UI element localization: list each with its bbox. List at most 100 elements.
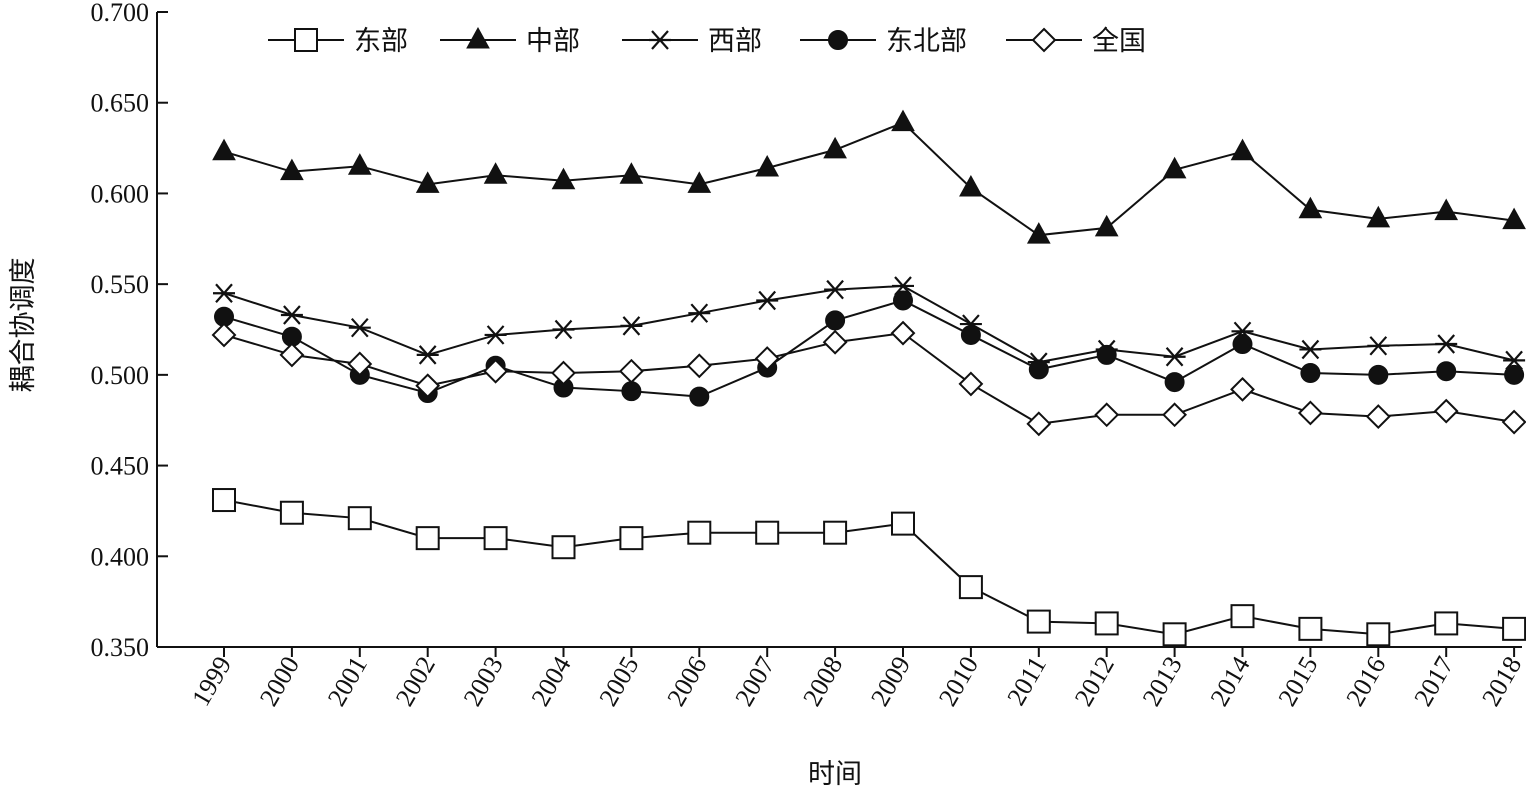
data-point xyxy=(213,283,235,303)
data-point xyxy=(619,162,644,184)
data-point xyxy=(1501,409,1526,435)
data-point xyxy=(686,353,712,379)
data-point xyxy=(551,535,576,560)
series-line xyxy=(223,284,1515,364)
data-point xyxy=(1026,609,1051,634)
data-point xyxy=(689,386,710,407)
data-point xyxy=(1365,404,1391,429)
legend-label: 东部 xyxy=(354,26,408,57)
data-point xyxy=(212,138,236,161)
data-point xyxy=(347,351,373,377)
data-point xyxy=(1026,222,1051,244)
series-2 xyxy=(213,276,1526,372)
data-point xyxy=(1298,616,1323,641)
series-line xyxy=(223,121,1515,237)
x-tick-label: 2012 xyxy=(1069,652,1120,712)
legend-label: 东北部 xyxy=(886,26,967,57)
data-point xyxy=(756,290,779,311)
x-tick-label: 2018 xyxy=(1476,652,1526,712)
data-point xyxy=(280,305,303,325)
data-point xyxy=(1096,344,1117,365)
data-point xyxy=(1094,214,1119,237)
data-point xyxy=(1232,334,1253,355)
data-point xyxy=(212,488,236,513)
legend-marker xyxy=(1031,27,1057,53)
data-point xyxy=(1094,611,1119,636)
data-point xyxy=(416,345,439,365)
data-point xyxy=(822,329,848,355)
data-point xyxy=(1163,346,1186,367)
x-tick-label: 2009 xyxy=(865,652,916,712)
data-point xyxy=(483,358,509,384)
data-point xyxy=(1366,205,1391,228)
data-point xyxy=(754,346,780,371)
x-tick-label: 2001 xyxy=(322,652,373,712)
x-tick-label: 2003 xyxy=(458,652,509,712)
x-tick-label: 2000 xyxy=(254,652,305,712)
x-tick-label: 2008 xyxy=(797,652,848,712)
data-point xyxy=(1230,138,1255,161)
data-point xyxy=(279,500,304,525)
data-point xyxy=(891,109,915,132)
data-point xyxy=(825,310,846,331)
data-point xyxy=(1367,336,1390,356)
x-tick-label: 2016 xyxy=(1340,652,1391,712)
data-point xyxy=(483,162,508,184)
data-point xyxy=(1298,196,1323,219)
data-point xyxy=(958,575,983,600)
plot-area xyxy=(211,109,1526,647)
data-point xyxy=(619,526,644,551)
data-point xyxy=(688,303,711,323)
data-point xyxy=(1433,398,1459,424)
series-4 xyxy=(211,320,1526,437)
data-point xyxy=(551,360,576,386)
data-point xyxy=(1435,334,1458,354)
data-point xyxy=(1300,363,1321,384)
data-point xyxy=(1299,339,1322,360)
legend-item: 西部 xyxy=(622,26,762,57)
data-point xyxy=(1094,402,1120,428)
x-tick-label: 2007 xyxy=(729,652,780,712)
data-point xyxy=(415,373,441,399)
data-point xyxy=(1162,622,1187,647)
data-point xyxy=(552,319,575,340)
data-point xyxy=(823,136,847,159)
data-point xyxy=(618,358,644,384)
data-point xyxy=(892,276,914,296)
x-tick-label: 2004 xyxy=(526,652,577,712)
x-tick-label: 1999 xyxy=(186,652,237,712)
y-axis-title: 耦合协调度 xyxy=(8,258,39,393)
y-tick-label: 0.500 xyxy=(91,361,150,390)
data-point xyxy=(347,153,372,175)
data-point xyxy=(959,174,983,197)
series-line xyxy=(223,499,1515,636)
legend-label: 中部 xyxy=(526,26,580,57)
y-tick-label: 0.550 xyxy=(91,270,150,299)
x-axis: 1999 2000 2001 2002 2003 2004 2005 2006 2007 2008… xyxy=(186,647,1526,711)
y-tick-label: 0.700 xyxy=(91,0,150,27)
data-point xyxy=(890,320,916,346)
x-tick-label: 2017 xyxy=(1408,652,1459,712)
data-point xyxy=(1028,359,1049,380)
data-point xyxy=(958,371,984,397)
data-point xyxy=(687,171,712,193)
data-point xyxy=(1502,207,1526,230)
data-point xyxy=(1297,400,1323,426)
legend-item: 全国 xyxy=(1006,26,1146,57)
data-point xyxy=(960,324,981,345)
legend-item: 东部 xyxy=(268,26,408,57)
legend-marker xyxy=(649,30,671,50)
data-point xyxy=(551,167,576,190)
legend-marker xyxy=(828,30,848,50)
legend: 东部 中部 西部 东北部 全国 xyxy=(268,26,1146,57)
y-tick-label: 0.400 xyxy=(91,542,150,571)
y-tick-label: 0.650 xyxy=(91,89,150,118)
x-tick-label: 2006 xyxy=(661,652,712,712)
data-point xyxy=(279,342,305,368)
data-point xyxy=(1162,156,1187,179)
data-point xyxy=(1366,622,1391,647)
data-point xyxy=(1436,361,1457,382)
data-point xyxy=(415,171,440,193)
y-tick-label: 0.350 xyxy=(91,633,150,662)
